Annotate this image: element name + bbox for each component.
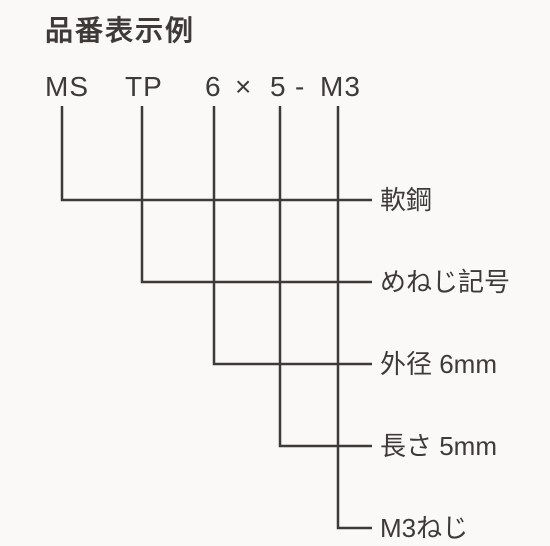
wire-2 [214, 106, 372, 364]
explain-label-1: めねじ記号 [380, 267, 510, 297]
wire-3 [280, 106, 372, 446]
explain-label-4: M3ねじ [380, 513, 468, 543]
code-part-5: - [295, 71, 305, 102]
explain-label-0: 軟鋼 [380, 185, 432, 215]
explain-label-2: 外径 6mm [380, 349, 497, 379]
part-code-row: MS TP 6 × 5-M3 [45, 71, 361, 102]
code-part-4: 5 [270, 71, 287, 102]
code-part-0: MS [45, 71, 89, 102]
code-part-1: TP [125, 71, 163, 102]
diagram-title: 品番表示例 [45, 15, 195, 46]
part-number-diagram: 品番表示例 MS TP 6 × 5-M3 軟鋼めねじ記号外径 6mm 長さ 5mm M3ねじ [0, 0, 550, 546]
code-part-2: 6 [205, 71, 222, 102]
code-part-6: M3 [320, 71, 361, 102]
wire-0 [62, 106, 372, 200]
explain-label-3: 長さ 5mm [380, 431, 497, 461]
wire-group [62, 106, 372, 528]
label-group: 軟鋼めねじ記号外径 6mm 長さ 5mm M3ねじ [380, 185, 510, 543]
wire-4 [338, 106, 372, 528]
code-part-3: × [235, 71, 252, 102]
